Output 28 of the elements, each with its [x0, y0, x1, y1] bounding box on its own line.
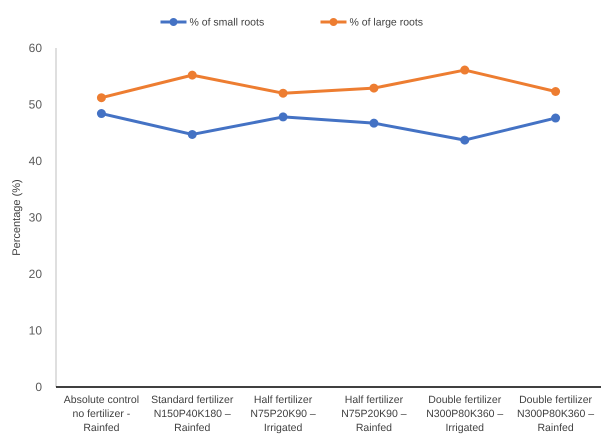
y-axis-title: Percentage (%) [11, 179, 23, 256]
y-tick-label: 20 [28, 267, 42, 282]
point [96, 109, 106, 118]
x-tick-label: Absolute control no fertilizer - Rainfed [64, 394, 140, 434]
point [551, 114, 560, 123]
legend-label: % of large roots [350, 16, 424, 29]
point [188, 70, 197, 80]
y-tick-label: 0 [35, 380, 42, 394]
point [188, 130, 197, 139]
x-tick-label: Double fertilizer N300P80K360 – Irrigated [426, 394, 504, 434]
x-tick-label: Double fertilizer N300P80K360 – Rainfed [517, 394, 594, 434]
x-tick-label: Standard fertilizer N150P40K180 – Rainfed [151, 394, 234, 434]
point [551, 87, 560, 96]
y-tick-label: 30 [28, 210, 42, 225]
point [369, 84, 378, 93]
x-tick-label: Half fertilizer N75P20K90 – Irrigated [250, 394, 316, 434]
y-tick-label: 60 [28, 41, 42, 56]
point [278, 112, 288, 122]
point [369, 118, 378, 128]
point [460, 136, 470, 145]
x-tick-label: Half fertilizer N75P20K90 – Rainfed [341, 394, 407, 434]
y-tick-label: 50 [28, 98, 42, 112]
legend-label: % of small roots [190, 16, 264, 29]
y-tick-label: 10 [28, 324, 42, 338]
point [96, 93, 106, 102]
point [278, 88, 288, 98]
y-tick-label: 40 [28, 154, 42, 168]
point [460, 66, 470, 75]
